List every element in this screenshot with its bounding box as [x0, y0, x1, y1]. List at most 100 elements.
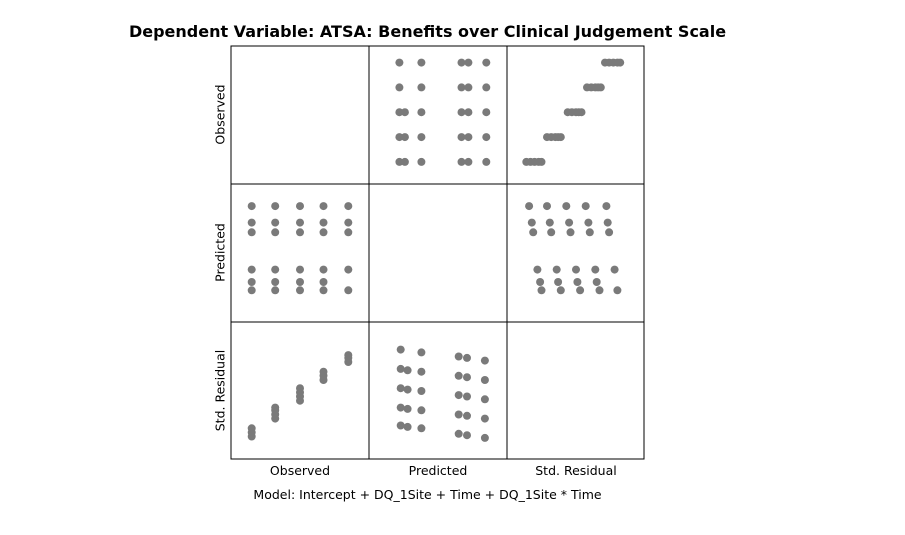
- data-point: [464, 58, 473, 67]
- data-point: [247, 286, 256, 295]
- points-layer: [247, 58, 625, 442]
- panel-observed-vs-std-residual: [522, 58, 625, 166]
- data-point: [454, 429, 463, 438]
- data-point: [319, 286, 328, 295]
- data-point: [552, 265, 561, 274]
- data-point: [545, 218, 554, 227]
- data-point: [529, 228, 538, 237]
- data-point: [457, 133, 466, 142]
- panel-predicted-vs-observed: [247, 202, 353, 295]
- data-point: [417, 424, 426, 433]
- data-point: [480, 376, 489, 384]
- data-point: [556, 286, 565, 295]
- data-point: [464, 83, 473, 92]
- data-point: [271, 265, 280, 274]
- data-point: [417, 83, 426, 92]
- data-point: [400, 108, 409, 117]
- data-point: [480, 395, 489, 404]
- data-point: [403, 366, 412, 375]
- data-point: [417, 387, 426, 395]
- data-point: [454, 410, 463, 419]
- data-point: [480, 433, 489, 442]
- data-point: [271, 218, 280, 227]
- data-point: [417, 367, 426, 376]
- data-point: [396, 384, 405, 393]
- data-point: [395, 83, 404, 92]
- data-point: [296, 286, 304, 295]
- data-point: [395, 58, 404, 67]
- data-point: [396, 421, 405, 430]
- data-point: [271, 278, 280, 286]
- data-point: [319, 278, 328, 286]
- data-point: [596, 83, 605, 92]
- data-point: [247, 218, 256, 227]
- data-point: [319, 202, 328, 211]
- data-point: [344, 286, 353, 295]
- data-point: [271, 202, 280, 211]
- data-point: [247, 265, 256, 274]
- data-point: [591, 265, 600, 274]
- data-point: [271, 286, 280, 295]
- data-point: [464, 108, 473, 117]
- column-label-std-residual: Std. Residual: [535, 463, 617, 478]
- data-point: [395, 157, 404, 166]
- data-point: [457, 108, 466, 117]
- data-point: [565, 218, 574, 227]
- data-point: [271, 403, 280, 412]
- data-point: [527, 218, 536, 227]
- data-point: [463, 431, 471, 440]
- data-point: [482, 108, 491, 117]
- data-point: [572, 265, 580, 274]
- data-point: [247, 278, 256, 286]
- data-point: [319, 218, 328, 227]
- data-point: [417, 58, 426, 67]
- data-point: [396, 403, 405, 412]
- data-point: [400, 133, 409, 142]
- data-point: [403, 385, 412, 394]
- data-point: [464, 157, 473, 166]
- data-point: [457, 83, 466, 92]
- data-point: [480, 414, 489, 423]
- data-point: [482, 83, 491, 92]
- column-label-predicted: Predicted: [408, 463, 468, 478]
- data-point: [247, 228, 256, 237]
- data-point: [403, 404, 412, 413]
- data-point: [454, 391, 463, 400]
- data-point: [577, 108, 586, 117]
- data-point: [296, 202, 304, 211]
- data-point: [566, 228, 575, 237]
- data-point: [613, 286, 622, 295]
- data-point: [463, 392, 471, 401]
- data-point: [482, 58, 491, 67]
- data-point: [457, 58, 466, 67]
- data-point: [247, 202, 256, 211]
- panel-predicted-vs-std-residual: [525, 202, 622, 295]
- data-point: [395, 133, 404, 142]
- data-point: [454, 352, 463, 361]
- data-point: [296, 218, 304, 227]
- data-point: [543, 202, 551, 211]
- data-point: [403, 422, 412, 431]
- data-point: [592, 278, 601, 286]
- data-point: [296, 265, 304, 274]
- panel-std-residual-vs-observed: [247, 351, 353, 441]
- data-point: [610, 265, 619, 274]
- data-point: [400, 157, 409, 166]
- data-point: [417, 108, 426, 117]
- panel-observed-vs-predicted: [395, 58, 491, 166]
- data-point: [581, 202, 590, 211]
- data-point: [573, 278, 582, 286]
- chart-title: Dependent Variable: ATSA: Benefits over …: [128, 22, 727, 41]
- data-point: [480, 356, 489, 365]
- data-point: [319, 367, 328, 376]
- row-label-observed: Observed: [212, 84, 228, 145]
- data-point: [482, 133, 491, 142]
- data-point: [464, 133, 473, 142]
- data-point: [296, 278, 304, 286]
- matrix-frame: [230, 45, 645, 460]
- data-point: [562, 202, 571, 211]
- data-point: [344, 351, 353, 360]
- data-point: [536, 278, 545, 286]
- data-point: [605, 228, 614, 237]
